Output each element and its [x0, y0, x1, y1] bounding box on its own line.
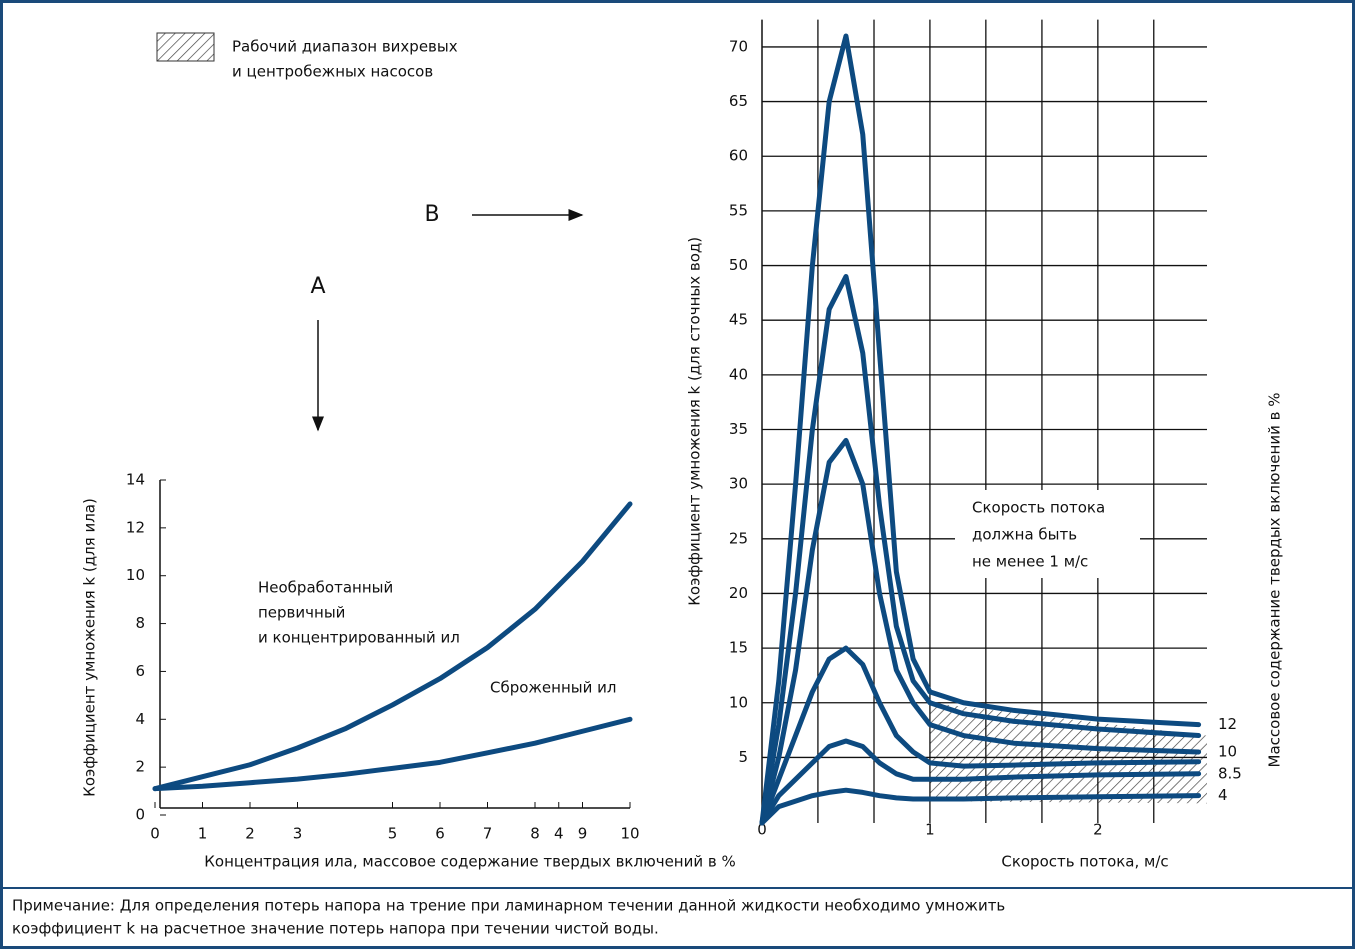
x-tick-label: 1 — [925, 821, 935, 839]
y-tick-label: 55 — [729, 201, 748, 219]
x-tick-label: 10 — [620, 825, 639, 843]
y-tick-label: 8 — [135, 614, 145, 632]
legend-swatch — [156, 32, 215, 62]
y-tick-label: 65 — [729, 92, 748, 110]
y-tick-label: 20 — [729, 584, 748, 602]
x-tick-label: 1 — [198, 825, 208, 843]
y-tick-label: 45 — [729, 311, 748, 329]
annotation-text: должна быть — [972, 526, 1077, 544]
series-label: 4 — [1218, 786, 1228, 804]
y-tick-label: 50 — [729, 256, 748, 274]
y-tick-label: 10 — [729, 693, 748, 711]
y-tick-label: 30 — [729, 475, 748, 493]
y-tick-label: 5 — [738, 748, 748, 766]
series-label: 12 — [1218, 715, 1237, 733]
y-tick-label: 4 — [135, 710, 145, 728]
series-label: Необработанный — [258, 579, 393, 597]
legend-text: Рабочий диапазон вихревых — [232, 38, 458, 56]
curve — [759, 645, 1202, 826]
x-tick-label: 9 — [578, 825, 588, 843]
x-tick-label: 8 — [530, 825, 540, 843]
note: коэффициент k на расчетное значение поте… — [12, 920, 659, 938]
annotation-text: не менее 1 м/с — [972, 553, 1088, 571]
annotation: Скорость потока должна быть не менее 1 м/с — [955, 490, 1140, 578]
x-tick-label: 0 — [150, 825, 160, 843]
y-axis-label: Коэффициент умножения k (для ила) — [81, 498, 99, 797]
annotation-box — [955, 490, 1140, 578]
y-tick-label: 35 — [729, 420, 748, 438]
x-tick-label: 4 — [554, 825, 564, 843]
curve — [759, 33, 1202, 826]
legend-text: и центробежных насосов — [232, 63, 433, 81]
series-label: 8.5 — [1218, 764, 1242, 782]
y-tick-label: 10 — [126, 566, 145, 584]
curve — [152, 716, 633, 792]
curve — [759, 738, 1202, 826]
x-tick-label: 3 — [293, 825, 303, 843]
legend-title: Массовое содержание твердых включений в … — [1266, 393, 1284, 768]
y-tick-label: 0 — [135, 806, 145, 824]
curve — [152, 501, 633, 792]
y-tick-label: 15 — [729, 639, 748, 657]
y-tick-label: 25 — [729, 529, 748, 547]
x-axis-label: Концентрация ила, массовое содержание тв… — [204, 853, 735, 871]
note: Примечание: Для определения потерь напор… — [12, 897, 1005, 915]
series-label: Сброженный ил — [490, 679, 616, 697]
y-tick-label: 40 — [729, 365, 748, 383]
curve — [759, 273, 1202, 826]
y-tick-label: 12 — [126, 518, 145, 536]
y-tick-label: 60 — [729, 147, 748, 165]
series-label: 10 — [1218, 742, 1237, 760]
series-label: первичный — [258, 604, 345, 622]
y-tick-label: 14 — [126, 471, 145, 489]
x-tick-label: 0 — [757, 821, 767, 839]
curve — [759, 787, 1202, 826]
panel-letter: A — [310, 274, 325, 299]
x-tick-label: 5 — [388, 825, 398, 843]
x-axis-label: Скорость потока, м/с — [1001, 853, 1168, 871]
y-tick-label: 2 — [135, 758, 145, 776]
annotation-text: Скорость потока — [972, 499, 1105, 517]
y-tick-label: 6 — [135, 662, 145, 680]
x-tick-label: 2 — [1093, 821, 1103, 839]
x-tick-label: 7 — [483, 825, 493, 843]
panel-letter: B — [424, 202, 439, 227]
x-tick-label: 2 — [245, 825, 255, 843]
series-label: и концентрированный ил — [258, 629, 460, 647]
y-tick-label: 70 — [729, 37, 748, 55]
y-axis-label: Коэффициент умножения k (для сточных вод… — [686, 237, 704, 606]
x-tick-label: 6 — [435, 825, 445, 843]
curve — [759, 437, 1202, 826]
